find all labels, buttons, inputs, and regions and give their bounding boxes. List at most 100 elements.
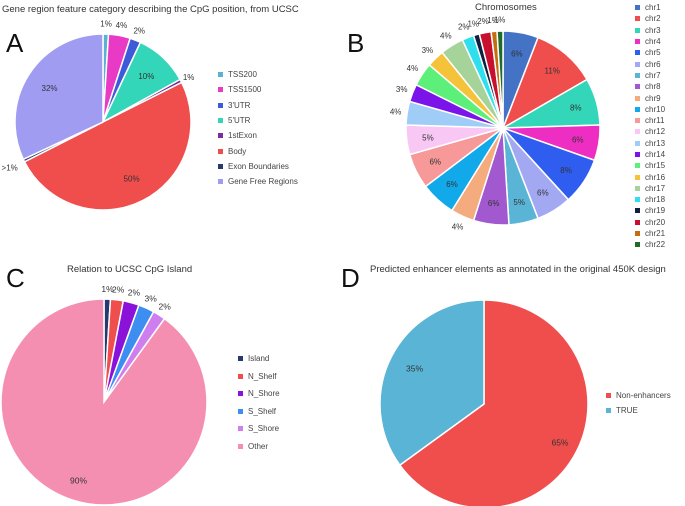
legend-item-body: Body: [218, 143, 298, 158]
panel-d-legend: Non-enhancers TRUE: [606, 388, 671, 418]
legend-swatch: [606, 408, 611, 413]
panel-b-letter: B: [347, 28, 365, 58]
data-label-gene-free-regions: 32%: [42, 84, 58, 93]
panel-d-title: Predicted enhancer elements as annotated…: [370, 264, 666, 275]
data-label-3-utr: 2%: [133, 26, 145, 35]
legend-item-n-shore: N_Shore: [238, 385, 280, 403]
legend-label: chr15: [645, 161, 666, 171]
legend-item-chr7: chr7: [635, 70, 665, 81]
legend-label: chr21: [645, 229, 666, 239]
panel-a-letter: A: [6, 28, 24, 58]
legend-label: chr1: [645, 3, 661, 13]
data-label-s-shelf: 3%: [144, 294, 157, 304]
legend-swatch: [635, 197, 640, 203]
pie-slice-body: [23, 81, 192, 211]
legend-label: chr8: [645, 82, 661, 92]
legend-label: chr10: [645, 104, 666, 114]
legend-item-chr17: chr17: [635, 183, 665, 194]
legend-swatch: [635, 208, 640, 214]
legend-swatch: [635, 27, 640, 33]
legend-swatch: [218, 87, 223, 93]
legend-item-chr10: chr10: [635, 104, 665, 115]
legend-label: chr5: [645, 48, 661, 58]
legend-item-s-shelf: S_Shelf: [238, 403, 280, 421]
data-label-chr16: 3%: [422, 46, 434, 55]
legend-swatch: [635, 118, 640, 124]
legend-item-chr11: chr11: [635, 115, 665, 126]
legend-item-chr14: chr14: [635, 149, 665, 160]
legend-label: Gene Free Regions: [228, 177, 298, 187]
pie-slice-gene-free-regions: [14, 33, 104, 161]
legend-swatch: [635, 72, 640, 78]
legend-swatch: [238, 426, 243, 432]
panel-a-legend: TSS200 TSS1500 3'UTR 5'UTR 1stExon Body Exon B…: [218, 67, 298, 189]
legend-item-chr18: chr18: [635, 194, 665, 205]
legend-item-chr8: chr8: [635, 81, 665, 92]
legend-label: Island: [248, 354, 270, 364]
legend-swatch: [635, 39, 640, 45]
legend-swatch: [635, 140, 640, 146]
legend-swatch: [218, 163, 223, 169]
data-label-tss200: 1%: [100, 19, 112, 28]
legend-swatch: [635, 106, 640, 112]
legend-label: chr19: [645, 206, 666, 216]
data-label-non-enhancers: 65%: [551, 438, 568, 448]
data-label-chr9: 4%: [452, 223, 464, 232]
legend-label: Exon Boundaries: [228, 161, 289, 171]
legend-item-chr15: chr15: [635, 160, 665, 171]
legend-label: chr16: [645, 172, 666, 182]
legend-item-chr20: chr20: [635, 217, 665, 228]
data-label-chr19: 1%: [467, 20, 479, 29]
legend-item-true: TRUE: [606, 403, 671, 418]
data-label-island: 1%: [101, 284, 114, 294]
data-label-chr7: 5%: [513, 198, 525, 207]
legend-label: chr20: [645, 217, 666, 227]
data-label-chr8: 6%: [488, 199, 500, 208]
legend-swatch: [218, 133, 223, 139]
legend-swatch: [238, 443, 243, 449]
data-label-n-shore: 2%: [128, 288, 141, 298]
legend-label: 5'UTR: [228, 116, 251, 126]
panel-c-letter: C: [6, 263, 25, 293]
legend-item-non-enhancers: Non-enhancers: [606, 388, 671, 403]
data-label-body: 50%: [124, 175, 140, 184]
pie-slice-other: [0, 298, 208, 506]
data-label-s-shore: 2%: [159, 301, 172, 311]
data-label-chr18: 2%: [458, 23, 470, 32]
legend-label: chr18: [645, 195, 666, 205]
panel-a-title: Gene region feature category describing …: [2, 4, 299, 15]
legend-item-chr22: chr22: [635, 239, 665, 250]
data-label-chr6: 6%: [537, 188, 549, 197]
data-label-chr3: 8%: [570, 103, 582, 112]
legend-label: chr3: [645, 25, 661, 35]
data-label-chr4: 6%: [572, 136, 584, 145]
data-label-chr21: 1%: [487, 16, 499, 25]
legend-label: chr17: [645, 183, 666, 193]
legend-item-chr4: chr4: [635, 36, 665, 47]
legend-swatch: [238, 373, 243, 379]
data-label-chr1: 6%: [511, 50, 523, 59]
legend-item-chr3: chr3: [635, 25, 665, 36]
legend-item-chr1: chr1: [635, 2, 665, 13]
legend-item-s-shore: S_Shore: [238, 420, 280, 438]
legend-label: S_Shelf: [248, 406, 277, 416]
data-label-chr17: 4%: [440, 32, 452, 41]
legend-label: TRUE: [616, 406, 638, 415]
panel-b-title: Chromosomes: [475, 2, 537, 13]
data-label-chr11: 6%: [429, 158, 441, 167]
legend-swatch: [218, 179, 223, 185]
legend-item-5-utr: 5'UTR: [218, 113, 298, 128]
panel-b-legend: chr1 chr2 chr3 chr4 chr5 chr6 chr7 chr8 chr9 chr1…: [635, 2, 665, 251]
data-label-chr10: 6%: [446, 180, 458, 189]
legend-swatch: [635, 129, 640, 135]
legend-swatch: [635, 61, 640, 67]
legend-label: TSS200: [228, 70, 257, 80]
pie-slice-chr2: [501, 36, 589, 130]
data-label-exon-boundaries: >1%: [2, 163, 18, 172]
legend-item-chr2: chr2: [635, 13, 665, 24]
legend-label: Non-enhancers: [616, 391, 671, 400]
pie-slice-true: [379, 299, 485, 467]
